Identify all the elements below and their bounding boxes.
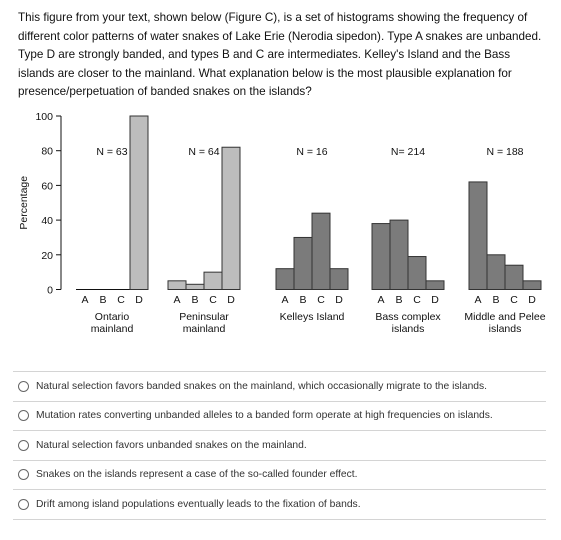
group-label: Peninsular bbox=[179, 311, 229, 323]
category-tick-label: D bbox=[528, 294, 536, 306]
histogram-bar bbox=[329, 268, 349, 290]
y-tick-label: 0 bbox=[47, 285, 53, 297]
radio-button-2[interactable] bbox=[18, 410, 29, 422]
group-label: islands bbox=[489, 323, 522, 335]
category-tick-label: A bbox=[281, 294, 288, 306]
histogram-bar bbox=[275, 268, 295, 290]
group-label: mainland bbox=[183, 323, 226, 335]
option-label-3: Natural selection favors unbanded snakes… bbox=[36, 439, 307, 451]
sample-size-label: N = 64 bbox=[188, 146, 219, 158]
category-tick-label: C bbox=[117, 294, 125, 306]
category-tick-label: D bbox=[335, 294, 343, 306]
group-label: mainland bbox=[91, 323, 134, 335]
sample-size-label: N = 16 bbox=[296, 146, 327, 158]
category-tick-label: D bbox=[227, 294, 235, 306]
histogram-bar bbox=[221, 146, 241, 291]
group-label: Kelleys Island bbox=[280, 311, 345, 323]
histogram-bar bbox=[293, 236, 313, 290]
category-tick-label: A bbox=[377, 294, 384, 306]
category-tick-label: B bbox=[99, 294, 106, 306]
category-tick-label: B bbox=[299, 294, 306, 306]
category-tick-label: C bbox=[413, 294, 421, 306]
option-3[interactable]: Natural selection favors unbanded snakes… bbox=[13, 430, 546, 460]
y-tick-label: 60 bbox=[41, 180, 53, 192]
radio-button-1[interactable] bbox=[18, 380, 29, 392]
y-tick-label: 80 bbox=[41, 146, 53, 158]
sample-size-label: N = 188 bbox=[486, 146, 523, 158]
histogram-bar bbox=[468, 181, 488, 290]
option-2[interactable]: Mutation rates converting unbanded allel… bbox=[13, 400, 546, 431]
group-label: Ontario bbox=[95, 311, 130, 323]
answer-options: Natural selection favors banded snakes o… bbox=[13, 371, 546, 520]
histogram-bar bbox=[129, 115, 149, 290]
histogram-bar bbox=[504, 264, 524, 291]
category-tick-label: D bbox=[135, 294, 143, 306]
option-label-2: Mutation rates converting unbanded allel… bbox=[36, 410, 493, 422]
radio-button-3[interactable] bbox=[18, 439, 29, 451]
radio-button-4[interactable] bbox=[18, 469, 29, 481]
y-tick-label: 40 bbox=[41, 215, 53, 227]
radio-button-5[interactable] bbox=[18, 498, 29, 510]
group-label: islands bbox=[392, 323, 425, 335]
category-tick-label: B bbox=[492, 294, 499, 306]
y-tick-label: 20 bbox=[41, 250, 53, 262]
histogram-bar bbox=[486, 254, 506, 291]
sample-size-label: N = 63 bbox=[96, 146, 127, 158]
category-tick-label: A bbox=[474, 294, 481, 306]
option-4[interactable]: Snakes on the islands represent a case o… bbox=[13, 459, 546, 490]
histogram-bar bbox=[389, 219, 409, 290]
category-tick-label: A bbox=[81, 294, 88, 306]
histogram-bar bbox=[425, 280, 445, 290]
sample-size-label: N= 214 bbox=[391, 146, 425, 158]
option-1[interactable]: Natural selection favors banded snakes o… bbox=[13, 371, 546, 401]
y-axis-label: Percentage bbox=[18, 176, 30, 230]
histogram-bar bbox=[167, 280, 187, 290]
category-tick-label: A bbox=[173, 294, 180, 306]
histogram-bar bbox=[203, 271, 223, 290]
category-tick-label: B bbox=[395, 294, 402, 306]
option-label-4: Snakes on the islands represent a case o… bbox=[36, 469, 358, 481]
histogram-bar bbox=[311, 212, 331, 290]
question-text: This figure from your text, shown below … bbox=[18, 11, 542, 98]
group-label: Middle and Pelee bbox=[464, 311, 545, 323]
category-tick-label: C bbox=[209, 294, 217, 306]
category-tick-label: B bbox=[191, 294, 198, 306]
y-tick-label: 100 bbox=[35, 111, 53, 123]
histogram-bar bbox=[371, 223, 391, 290]
histogram-bar bbox=[522, 280, 542, 290]
option-label-5: Drift among island populations eventuall… bbox=[36, 498, 361, 510]
category-tick-label: C bbox=[317, 294, 325, 306]
category-tick-label: C bbox=[510, 294, 518, 306]
category-tick-label: D bbox=[431, 294, 439, 306]
option-label-1: Natural selection favors banded snakes o… bbox=[36, 380, 488, 392]
group-label: Bass complex bbox=[375, 311, 441, 323]
histogram-bar bbox=[185, 283, 205, 290]
option-5[interactable]: Drift among island populations eventuall… bbox=[13, 489, 546, 520]
histogram-bar bbox=[407, 256, 427, 291]
